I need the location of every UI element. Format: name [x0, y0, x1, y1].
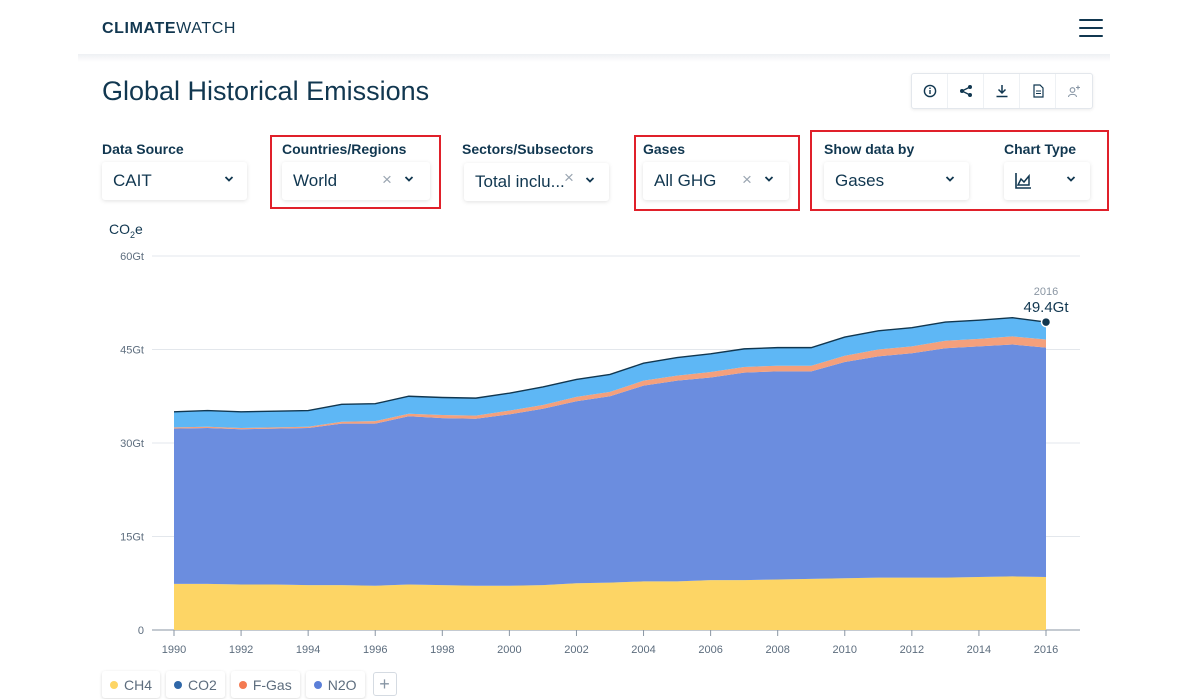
y-tick-label: 15Gt — [120, 532, 144, 544]
chevron-down-icon — [945, 176, 955, 182]
hamburger-menu-icon[interactable] — [1079, 19, 1103, 39]
legend-label: CO2 — [188, 676, 217, 693]
chart-type-label: Chart Type — [1004, 141, 1077, 157]
add-user-button[interactable] — [1056, 74, 1092, 108]
clear-icon[interactable]: × — [382, 170, 392, 189]
legend-dot — [238, 680, 247, 689]
clear-icon[interactable]: × — [564, 168, 574, 187]
legend-label: N2O — [327, 676, 357, 693]
legend-item-co2[interactable]: CO2 — [166, 671, 225, 698]
x-tick-label: 2010 — [833, 644, 857, 656]
annotation-year: 2016 — [1034, 286, 1058, 298]
countries-value: World — [293, 171, 338, 190]
x-tick-label: 2016 — [1034, 644, 1058, 656]
legend-dot — [313, 680, 322, 689]
show-by-label: Show data by — [824, 141, 915, 157]
top-navbar: CLIMATEWATCH — [0, 0, 1200, 58]
pdf-icon — [1032, 84, 1044, 98]
info-button[interactable] — [912, 74, 948, 108]
x-tick-label: 1996 — [363, 644, 387, 656]
end-point-marker — [1040, 316, 1052, 328]
y-tick-label: 30Gt — [120, 438, 144, 450]
action-toolbar — [911, 73, 1093, 109]
total-line — [173, 317, 1047, 413]
chevron-down-icon — [764, 176, 774, 182]
pdf-button[interactable] — [1020, 74, 1056, 108]
emissions-area-chart: 0 15Gt 30Gt 45Gt 60Gt 1990 1992 1994 1996 1998 200… — [120, 251, 1080, 656]
info-icon — [923, 84, 936, 98]
gases-value: All GHG — [654, 171, 717, 190]
y-unit-prefix: CO — [109, 221, 130, 237]
header-divider — [78, 54, 1110, 62]
download-button[interactable] — [984, 74, 1020, 108]
area-chart-icon — [1015, 173, 1031, 189]
area-co2 — [174, 344, 1046, 586]
legend-dot — [110, 680, 118, 689]
share-icon — [959, 85, 972, 97]
logo-bold-text: CLIMATE — [102, 20, 177, 37]
legend-item-ch4[interactable]: CH4 — [102, 671, 161, 698]
climatewatch-logo[interactable]: CLIMATEWATCH — [102, 20, 236, 38]
countries-select[interactable]: World × — [282, 162, 430, 200]
share-button[interactable] — [948, 74, 984, 108]
area-ch4 — [174, 576, 1046, 630]
x-tick-label: 2000 — [497, 644, 521, 656]
x-tick-label: 1990 — [162, 644, 186, 656]
data-source-value: CAIT — [113, 171, 152, 190]
y-tick-label: 45Gt — [120, 345, 144, 357]
y-tick-label: 60Gt — [120, 251, 144, 263]
chevron-down-icon — [404, 176, 414, 182]
sectors-label: Sectors/Subsectors — [462, 141, 594, 157]
y-unit-sub: 2 — [130, 229, 136, 240]
clear-icon[interactable]: × — [742, 170, 752, 189]
y-unit-suffix: e — [135, 221, 143, 237]
data-source-label: Data Source — [102, 141, 184, 157]
logo-light-text: WATCH — [176, 20, 236, 37]
legend-label: F-Gas — [252, 676, 292, 693]
add-user-icon — [1067, 85, 1080, 98]
legend-dot — [174, 680, 183, 689]
x-tick-label: 2008 — [765, 644, 789, 656]
add-legend-button[interactable]: + — [372, 672, 397, 696]
data-source-select[interactable]: CAIT — [102, 162, 247, 200]
x-tick-label: 1998 — [430, 644, 454, 656]
countries-label: Countries/Regions — [282, 141, 407, 157]
legend-item-n2o[interactable]: N2O — [305, 671, 365, 698]
x-tick-label: 2002 — [564, 644, 588, 656]
sectors-select[interactable]: Total inclu... × — [464, 163, 609, 201]
chart-type-select[interactable] — [1004, 162, 1090, 200]
show-by-select[interactable]: Gases — [824, 162, 969, 200]
chevron-down-icon — [1066, 176, 1076, 182]
y-tick-label: 0 — [138, 625, 144, 637]
chevron-down-icon — [585, 177, 595, 183]
y-axis-unit: CO2e — [109, 221, 143, 240]
area-fgas — [174, 336, 1046, 430]
x-tick-label: 2014 — [967, 644, 991, 656]
gases-select[interactable]: All GHG × — [643, 162, 789, 200]
sectors-value: Total inclu... — [475, 172, 565, 191]
legend-label: CH4 — [124, 676, 153, 693]
download-icon — [996, 85, 1007, 98]
x-tick-label: 1994 — [296, 644, 320, 656]
annotation-value: 49.4Gt — [1023, 299, 1069, 316]
page-title: Global Historical Emissions — [102, 76, 430, 106]
legend-item-fgas[interactable]: F-Gas — [230, 671, 300, 698]
chart-legend: CH4 CO2 F-Gas N2O + — [102, 671, 397, 698]
x-tick-label: 2012 — [900, 644, 924, 656]
x-tick-label: 2004 — [631, 644, 655, 656]
x-tick-label: 1992 — [229, 644, 253, 656]
gases-label: Gases — [643, 141, 686, 157]
chevron-down-icon — [224, 176, 234, 182]
x-tick-label: 2006 — [698, 644, 722, 656]
show-by-value: Gases — [835, 171, 885, 190]
